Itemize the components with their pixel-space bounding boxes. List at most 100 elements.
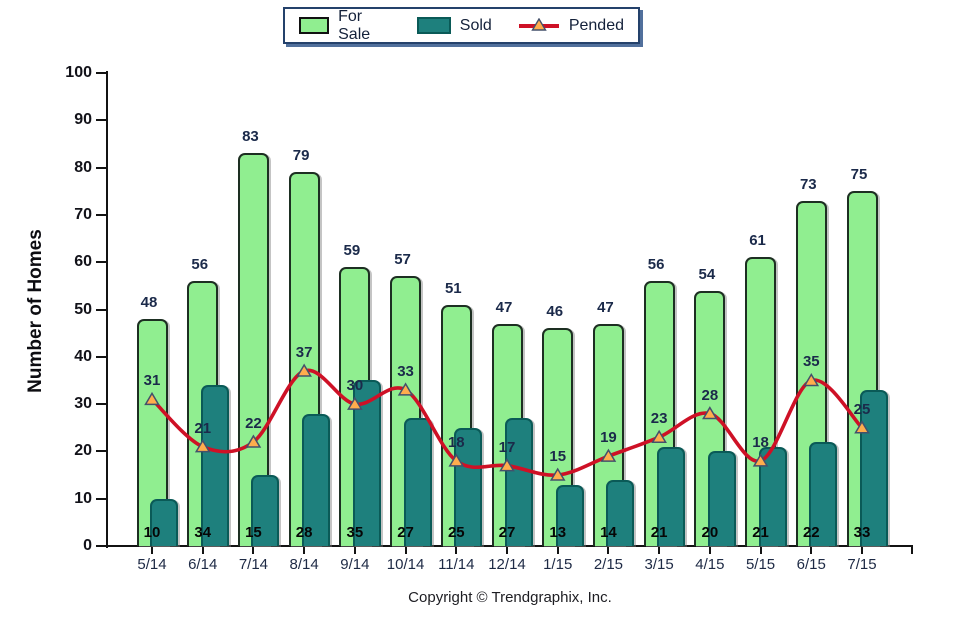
x-tick-label: 5/14 [137, 556, 167, 573]
x-tick-label: 7/15 [847, 556, 877, 573]
y-tick [96, 545, 106, 547]
legend-item-sold: Sold [416, 17, 492, 35]
y-tick-label: 50 [74, 300, 92, 318]
sold-value-label: 33 [853, 524, 871, 541]
y-tick-label: 10 [74, 489, 92, 507]
pended-value-label: 15 [549, 448, 567, 466]
x-tick-label: 4/15 [695, 556, 725, 573]
y-axis-line [106, 71, 108, 548]
pended-value-label: 22 [245, 414, 262, 432]
sold-value-label: 13 [549, 524, 567, 541]
x-tick-label: 2/15 [593, 556, 624, 573]
for-sale-value-label: 51 [444, 279, 462, 297]
y-tick-label: 70 [74, 205, 92, 223]
pended-value-label: 28 [701, 386, 719, 404]
for-sale-value-label: 48 [140, 293, 158, 311]
x-tick [759, 547, 762, 554]
y-tick-label: 0 [83, 537, 92, 554]
for-sale-value-label: 46 [546, 303, 564, 321]
x-tick [810, 547, 813, 554]
x-tick [404, 547, 407, 554]
sold-bar [150, 498, 178, 546]
pended-value-label: 23 [650, 410, 668, 428]
for-sale-value-label: 47 [597, 298, 614, 316]
y-tick [96, 497, 106, 500]
sold-value-label: 27 [498, 524, 516, 541]
x-tick [151, 547, 153, 554]
pended-value-label: 30 [346, 377, 364, 395]
x-axis-endcap [911, 546, 913, 554]
x-tick-label: 12/14 [488, 556, 526, 573]
legend-item-for-sale: For Sale [299, 8, 391, 44]
sold-bar [352, 380, 381, 546]
pended-value-label: 33 [397, 362, 414, 380]
y-axis-title: Number of Homes [25, 229, 46, 393]
x-tick [607, 547, 610, 554]
pended-value-label: 31 [143, 372, 161, 390]
sold-value-label: 14 [600, 524, 617, 541]
y-tick-label: 90 [74, 111, 92, 129]
x-tick-label: 8/14 [289, 556, 319, 573]
sold-value-label: 15 [245, 524, 262, 541]
sold-value-label: 25 [447, 524, 465, 541]
for-sale-value-label: 56 [647, 256, 665, 274]
sold-bar [606, 479, 635, 546]
sold-value-label: 27 [397, 524, 414, 541]
x-tick [455, 547, 458, 554]
sold-value-label: 34 [194, 524, 212, 541]
x-tick-label: 6/15 [796, 556, 826, 573]
x-tick-label: 10/14 [386, 556, 425, 573]
pended-value-label: 17 [498, 438, 516, 456]
x-tick [252, 547, 255, 554]
y-tick [96, 403, 106, 406]
sold-value-label: 20 [701, 524, 719, 541]
for-sale-value-label: 57 [394, 251, 411, 269]
y-tick-label: 20 [74, 442, 92, 460]
x-tick-label: 3/15 [644, 556, 674, 573]
x-tick-label: 1/15 [543, 556, 573, 573]
legend-label-pended: Pended [568, 16, 624, 34]
for-sale-value-label: 79 [292, 147, 310, 165]
for-sale-value-label: 73 [799, 175, 817, 193]
y-tick-label: 30 [74, 395, 92, 413]
for-sale-value-label: 54 [698, 265, 716, 283]
sold-value-label: 22 [802, 524, 820, 541]
pended-value-label: 25 [853, 400, 871, 418]
sold-value-label: 10 [143, 524, 161, 541]
x-tick-label: 7/14 [238, 556, 269, 573]
for-sale-value-label: 61 [749, 232, 766, 250]
sold-bar [200, 385, 229, 546]
y-tick [96, 213, 106, 216]
legend-label-for-sale: For Sale [338, 7, 371, 43]
legend-item-pended: Pended [518, 17, 624, 35]
sold-value-label: 28 [295, 524, 313, 541]
for-sale-value-label: 83 [242, 128, 259, 146]
y-tick [96, 450, 106, 453]
x-tick-label: 11/14 [438, 556, 475, 573]
y-tick-label: 100 [65, 64, 92, 81]
sold-swatch-icon [416, 17, 451, 34]
legend: For Sale Sold Pended [283, 7, 640, 44]
pended-value-label: 35 [802, 353, 820, 371]
x-tick [708, 547, 711, 554]
sold-bar [555, 484, 584, 546]
pended-value-label: 21 [194, 419, 212, 437]
y-tick [96, 355, 106, 358]
for-sale-value-label: 56 [191, 256, 209, 274]
y-tick [96, 166, 106, 169]
pended-value-label: 37 [295, 343, 313, 361]
pended-value-label: 18 [447, 433, 465, 451]
x-tick [506, 547, 508, 554]
x-tick [861, 547, 863, 554]
pended-value-label: 18 [752, 433, 769, 451]
for-sale-value-label: 47 [495, 298, 513, 316]
y-tick [96, 72, 106, 74]
x-tick-label: 6/14 [188, 556, 218, 573]
y-tick [96, 308, 106, 311]
x-axis-line [106, 545, 913, 547]
y-tick [96, 261, 106, 264]
y-tick [96, 119, 106, 122]
x-tick [303, 547, 306, 554]
